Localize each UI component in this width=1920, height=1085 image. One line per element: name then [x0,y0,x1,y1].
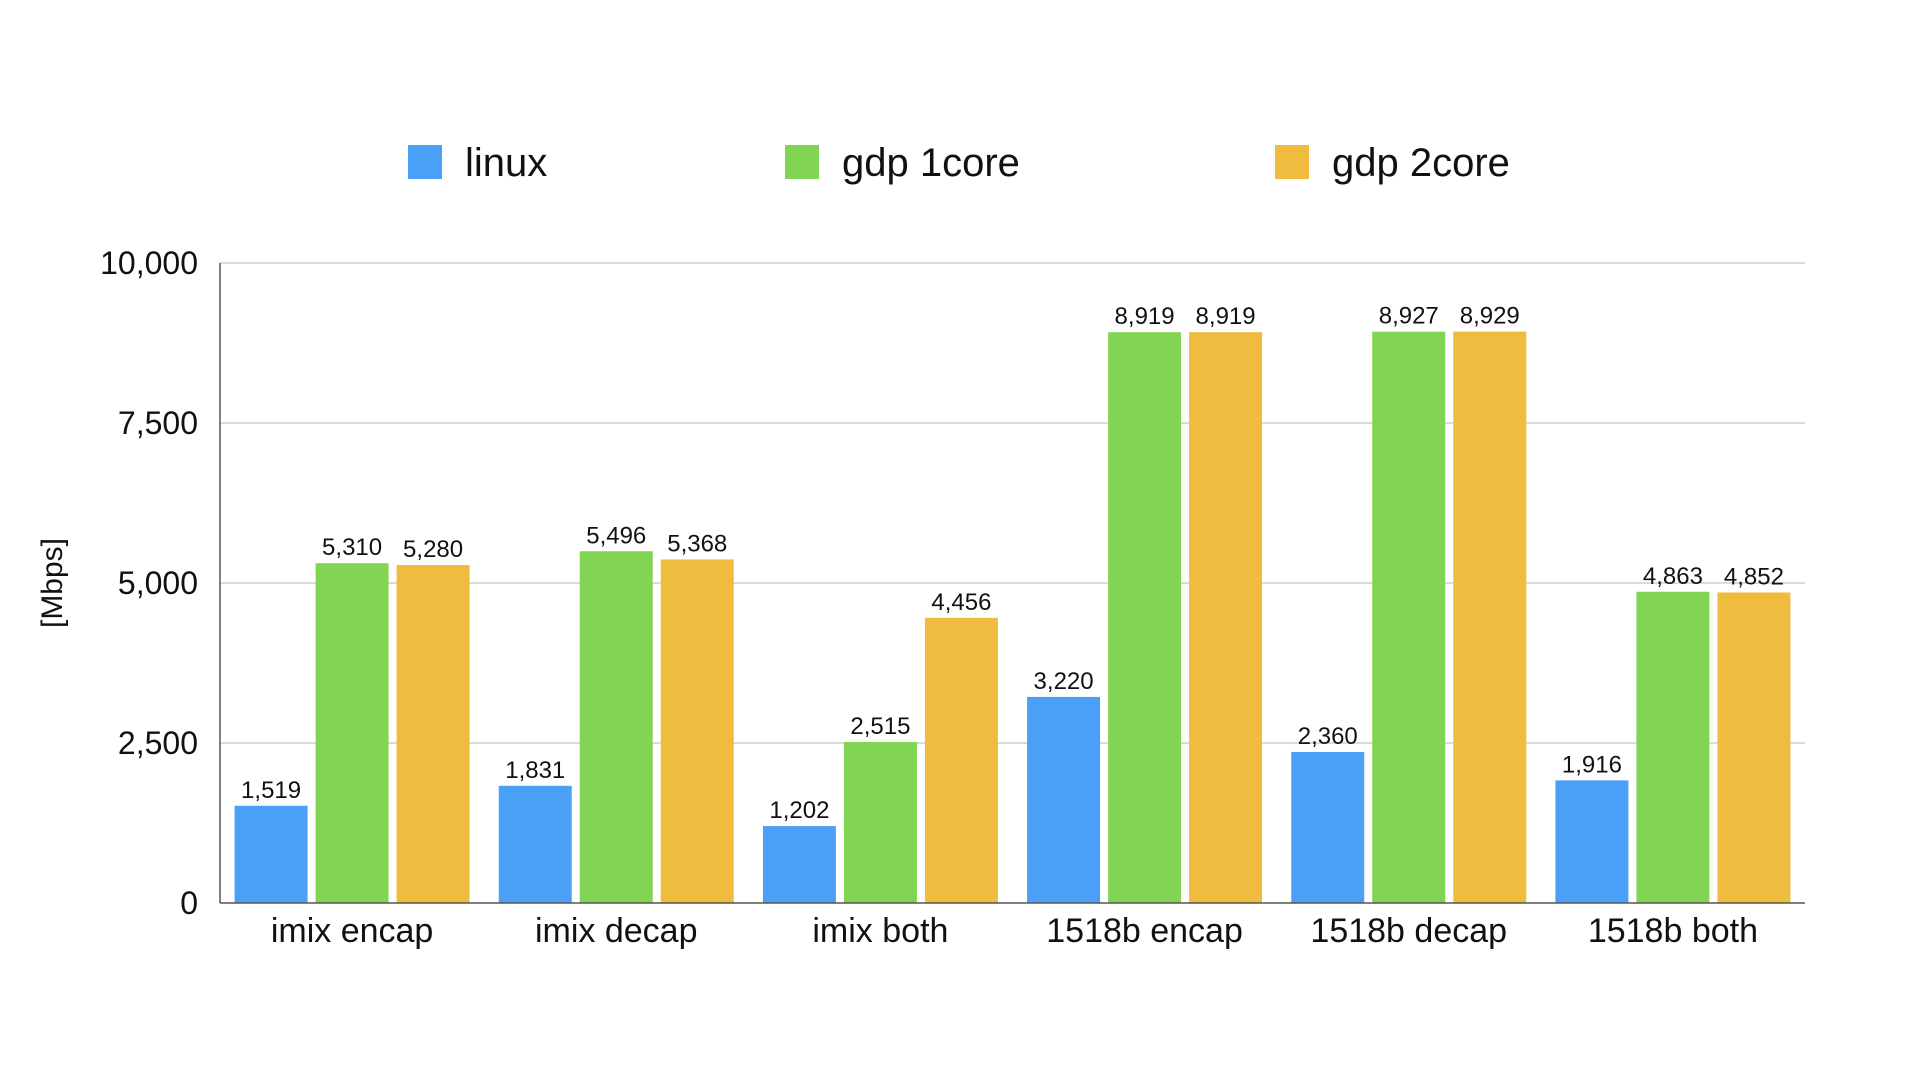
bar-value-label: 5,310 [322,534,382,561]
legend: linux gdp 1core gdp 2core [408,141,1510,185]
legend-swatch [785,145,819,179]
bar-value-label: 8,927 [1379,303,1439,330]
bar-value-label: 1,202 [769,797,829,824]
bar-gdp-2core [1189,332,1263,904]
x-tick-label: 1518b decap [1310,912,1507,950]
bar-value-label: 5,496 [586,522,646,549]
bar-value-label: 4,456 [931,589,991,616]
bar-linux [1291,751,1365,903]
bar-value-label: 8,929 [1460,303,1520,330]
bar-value-label: 2,515 [850,713,910,740]
legend-swatch [1275,145,1309,179]
x-tick-label: imix encap [271,912,434,950]
y-axis-label: [Mbps] [36,538,69,628]
bar-linux [234,805,308,903]
y-tick-label: 5,000 [118,565,198,601]
bar-gdp-2core [660,559,734,903]
bar-value-label: 2,360 [1298,723,1358,750]
bar-value-label: 8,919 [1115,303,1175,330]
y-tick-label: 7,500 [118,405,198,441]
bar-gdp-1core [1108,332,1182,904]
bar-value-label: 1,831 [505,757,565,784]
bar-linux [762,826,836,903]
bar-gdp-2core [924,617,998,903]
x-tick-label: imix both [812,912,948,950]
bar-gdp-2core [1453,331,1527,903]
gridlines [220,262,1805,744]
x-tick-label: 1518b encap [1046,912,1243,950]
bar-gdp-1core [1372,331,1446,903]
bar-value-label: 5,280 [403,536,463,563]
y-tick-label: 10,000 [100,245,198,281]
bar-gdp-2core [396,565,470,903]
legend-label: linux [465,141,547,185]
legend-label: gdp 2core [1332,141,1510,185]
bar-gdp-1core [315,563,389,903]
bar-linux [498,785,572,903]
legend-label: gdp 1core [842,141,1020,185]
x-tick-label: imix decap [535,912,698,950]
bar-value-label: 1,519 [241,777,301,804]
bar-gdp-1core [843,742,917,903]
axes: 0 2,500 5,000 7,500 10,000 imix encap imix dec… [100,245,1805,950]
y-tick-label: 0 [180,885,198,921]
bar-value-label: 8,919 [1196,303,1256,330]
bar-value-label: 5,368 [667,530,727,557]
x-tick-label: 1518b both [1588,912,1758,950]
bar-linux [1555,780,1629,903]
bar-gdp-2core [1717,592,1791,903]
data-labels: 1,519 5,310 5,280 1,831 5,496 5,368 1,202 2,515… [241,303,1784,825]
bar-value-label: 4,852 [1724,563,1784,590]
bars [234,331,1791,904]
bar-value-label: 3,220 [1034,668,1094,695]
bar-value-label: 4,863 [1643,563,1703,590]
bar-gdp-1core [1636,591,1710,903]
bar-linux [1027,696,1101,903]
y-tick-label: 2,500 [118,725,198,761]
legend-swatch [408,145,442,179]
bar-value-label: 1,916 [1562,751,1622,778]
bar-gdp-1core [579,551,653,903]
